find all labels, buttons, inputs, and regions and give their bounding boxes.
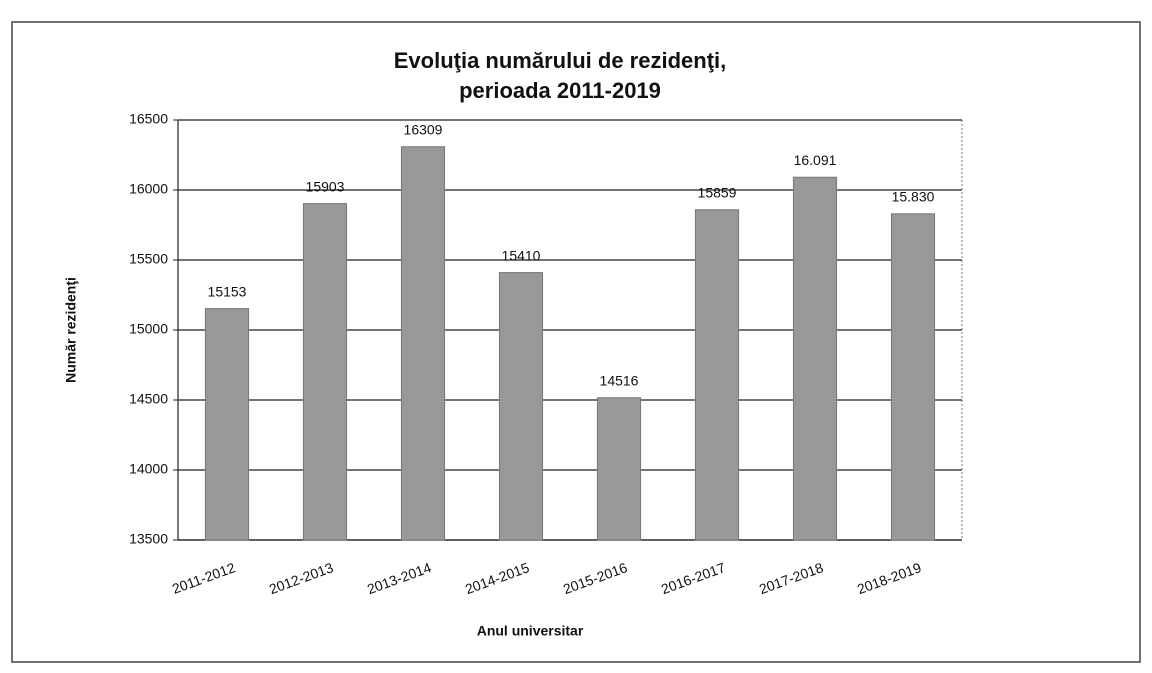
y-tick-label: 16000 (129, 181, 168, 197)
y-tick-label: 13500 (129, 531, 168, 547)
chart-frame (11, 21, 1141, 663)
chart-title: perioada 2011-2019 (459, 78, 661, 103)
data-label: 15153 (208, 283, 247, 299)
y-tick-label: 15500 (129, 251, 168, 267)
x-axis-label: Anul universitar (477, 623, 584, 639)
data-label: 16.091 (794, 152, 837, 168)
data-label: 15410 (502, 247, 541, 263)
y-tick-label: 15000 (129, 321, 168, 337)
data-label: 14516 (600, 372, 639, 388)
y-tick-label: 14000 (129, 461, 168, 477)
bar (302, 203, 348, 541)
data-label: 15903 (306, 178, 345, 194)
data-label: 15859 (698, 184, 737, 200)
chart-title: Evoluţia numărului de rezidenţi, (394, 48, 727, 73)
bar (890, 213, 936, 541)
data-label: 16309 (404, 121, 443, 137)
bar (694, 209, 740, 541)
bar (204, 308, 250, 541)
bar (498, 272, 544, 541)
y-axis-label: Număr rezidenţi (63, 277, 79, 383)
y-tick-label: 16500 (129, 111, 168, 127)
bar (596, 397, 642, 541)
y-tick-label: 14500 (129, 391, 168, 407)
data-label: 15.830 (892, 189, 935, 205)
bar (400, 146, 446, 541)
bar (792, 176, 838, 541)
